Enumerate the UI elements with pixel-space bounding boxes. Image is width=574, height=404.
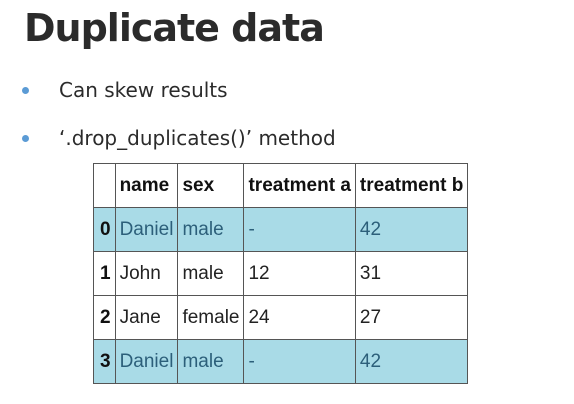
dataframe-table: name sex treatment a treatment b 0 Danie… — [93, 163, 469, 384]
table-row: 3 Daniel male - 42 — [93, 339, 469, 384]
table-cell: 42 — [354, 339, 469, 384]
table-cell: male — [177, 339, 245, 384]
table-cell: 31 — [354, 251, 469, 296]
bullet-dot-icon — [22, 86, 29, 94]
column-header-treatment-b: treatment b — [354, 163, 469, 208]
table-row: 2 Jane female 24 27 — [93, 295, 469, 340]
index-header-cell — [93, 163, 116, 208]
bullet-list: Can skew results ‘.drop_duplicates()’ me… — [18, 66, 336, 162]
table-header-row: name sex treatment a treatment b — [93, 163, 469, 208]
bullet-dot-icon — [22, 134, 29, 142]
column-header-treatment-a: treatment a — [243, 163, 356, 208]
table-cell: 24 — [243, 295, 356, 340]
table-cell: male — [177, 251, 245, 296]
table-cell: female — [177, 295, 245, 340]
bullet-text: Can skew results — [59, 78, 228, 102]
table-cell: - — [243, 207, 356, 252]
row-index-cell: 2 — [93, 295, 116, 340]
table-cell: John — [114, 251, 179, 296]
table-cell: male — [177, 207, 245, 252]
table-cell: 42 — [354, 207, 469, 252]
table-row: 0 Daniel male - 42 — [93, 207, 469, 252]
table-row: 1 John male 12 31 — [93, 251, 469, 296]
table-cell: Daniel — [114, 207, 179, 252]
table-cell: 12 — [243, 251, 356, 296]
bullet-item: ‘.drop_duplicates()’ method — [18, 114, 336, 162]
column-header-sex: sex — [177, 163, 245, 208]
table-cell: 27 — [354, 295, 469, 340]
slide-title: Duplicate data — [24, 6, 325, 50]
table-cell: Daniel — [114, 339, 179, 384]
table-cell: Jane — [114, 295, 179, 340]
row-index-cell: 0 — [93, 207, 116, 252]
row-index-cell: 1 — [93, 251, 116, 296]
table-cell: - — [243, 339, 356, 384]
bullet-item: Can skew results — [18, 66, 336, 114]
row-index-cell: 3 — [93, 339, 116, 384]
bullet-text: ‘.drop_duplicates()’ method — [59, 126, 336, 150]
column-header-name: name — [114, 163, 179, 208]
